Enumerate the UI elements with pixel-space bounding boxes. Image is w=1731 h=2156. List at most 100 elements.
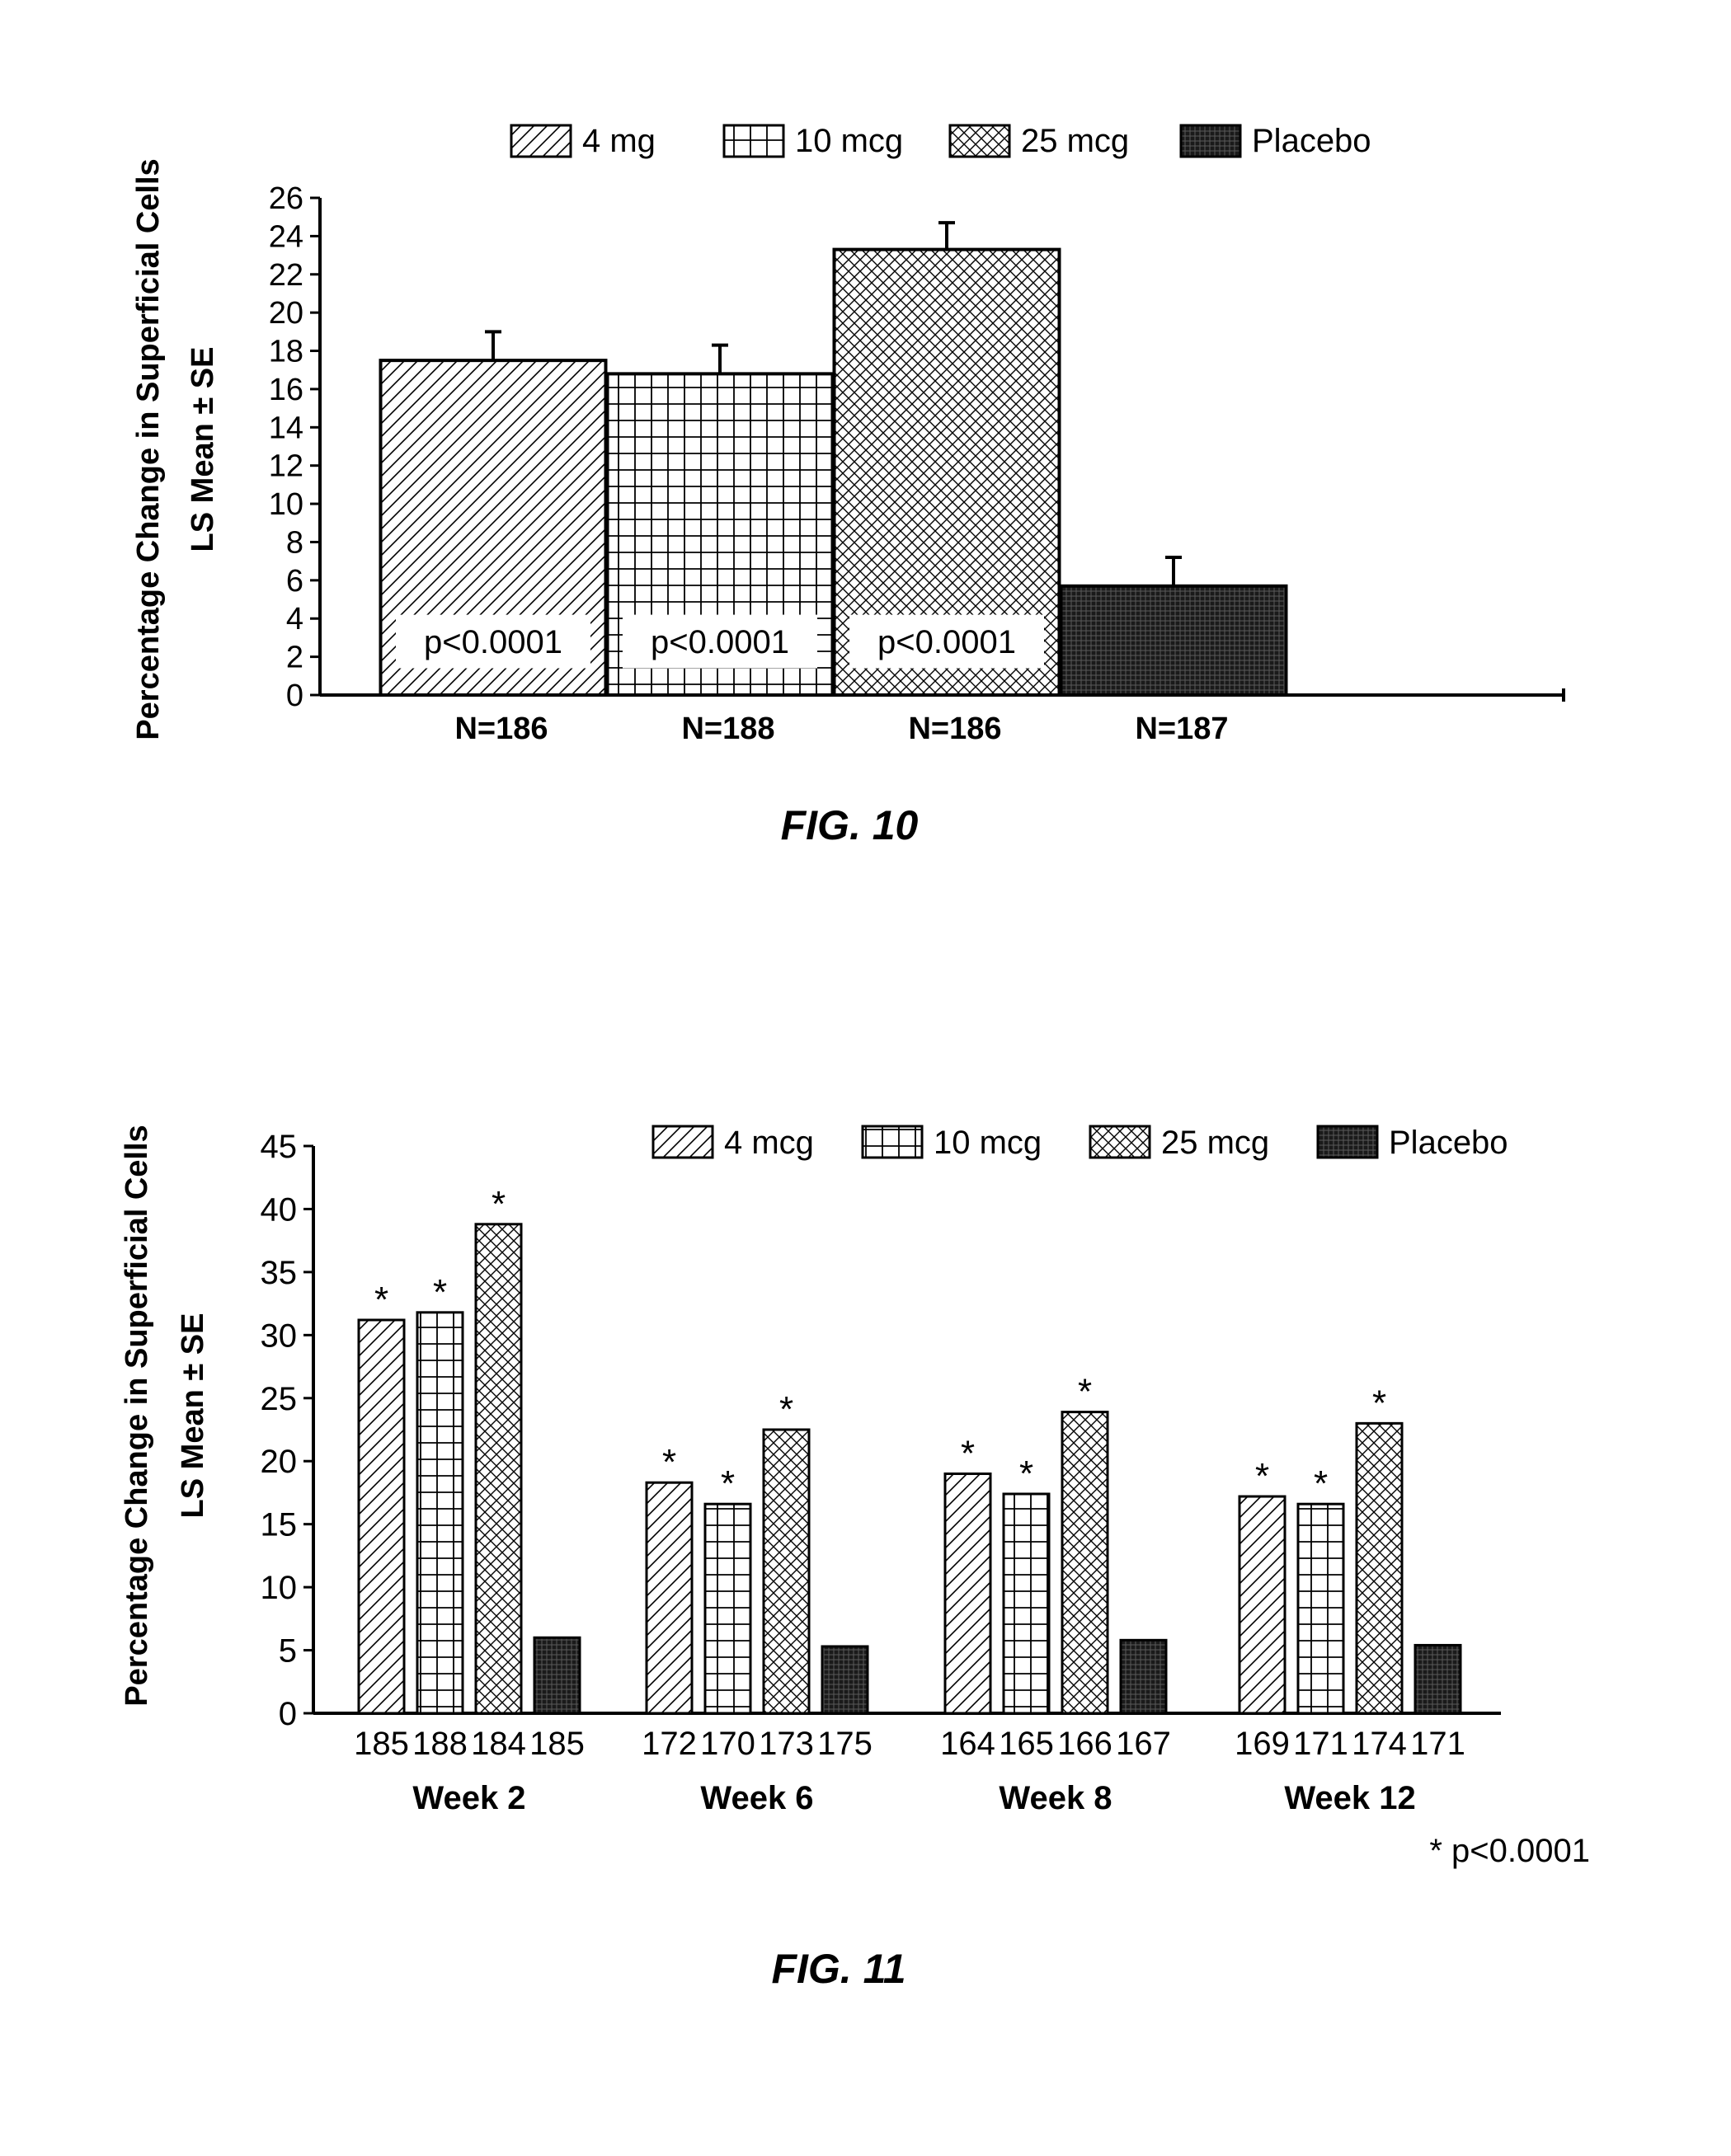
fig11-significance-marker: * [374, 1280, 388, 1320]
fig11-y-tick-label: 25 [261, 1381, 298, 1417]
fig10-ylabel-line2: LS Mean ± SE [186, 347, 220, 552]
fig11-bar-10-mcg-week-8 [1002, 1492, 1051, 1715]
fig11-n-label: 173 [759, 1726, 814, 1762]
fig11-n-label: 171 [1293, 1726, 1348, 1762]
fig11-bar-placebo-week-6 [821, 1645, 869, 1715]
fig10-x-labels: N=186 N=188 N=186 N=187 [454, 712, 1228, 746]
fig11-y-tick-label: 35 [261, 1255, 298, 1291]
fig11-bar-25-mcg-week-12 [1355, 1421, 1404, 1715]
fig11-x-label: Week 2 [412, 1780, 525, 1816]
fig10-y-tick-label: 6 [286, 564, 303, 599]
fig10-pvalue-label: p<0.0001 [877, 624, 1016, 660]
fig11-figure-label: FIG. 11 [771, 1946, 905, 1992]
fig11-legend-label: 25 mcg [1161, 1125, 1269, 1161]
fig11-y-tick-label: 0 [279, 1696, 297, 1732]
fig11-significance-marker: * [779, 1389, 793, 1430]
fig10-legend-label: Placebo [1252, 123, 1371, 159]
fig11-y-tick-label: 30 [261, 1318, 298, 1354]
fig10-pvalue-label: p<0.0001 [424, 624, 562, 660]
fig10-pvalue-box [849, 614, 1044, 669]
fig11-n-label: 188 [412, 1726, 468, 1762]
fig11-bar-25-mcg-week-8 [1061, 1411, 1109, 1715]
fig11-ylabel-line2: LS Mean ± SE [176, 1313, 210, 1519]
fig10-bars: p<0.0001 p<0.0001 p<0.0001 [379, 221, 1288, 698]
fig11-legend-label: Placebo [1389, 1125, 1508, 1161]
fig11-significance-marker: * [1255, 1456, 1269, 1496]
fig11-bar-4-mcg-week-8 [943, 1473, 992, 1715]
fig11-n-label: 169 [1235, 1726, 1290, 1762]
fig11-n-label: 184 [471, 1726, 526, 1762]
fig11-significance-marker: * [1314, 1463, 1328, 1504]
fig10-legend-swatch-10-mcg [722, 124, 785, 158]
fig11-n-label: 185 [529, 1726, 585, 1762]
fig10-figure-label: FIG. 10 [781, 802, 919, 848]
fig11-bar-4-mcg-week-2 [357, 1318, 406, 1715]
fig10-pvalue-box [623, 614, 817, 669]
fig11-y-tick-label: 15 [261, 1507, 298, 1543]
fig10-legend-swatch-placebo [1179, 124, 1242, 158]
fig11-n-label: 174 [1352, 1726, 1407, 1762]
fig11-legend: 4 mcg 10 mcg 25 mcg Placebo [651, 1125, 1508, 1161]
fig11-n-label: 175 [817, 1726, 873, 1762]
fig10-y-tick-label: 4 [286, 602, 303, 636]
fig10-y-tick-label: 16 [269, 373, 303, 407]
fig10-ylabel-line1: Percentage Change in Superficial Cells [131, 158, 166, 740]
fig11-y-tick-label: 10 [261, 1570, 298, 1606]
fig11-y-tick-label: 45 [261, 1129, 298, 1165]
fig11-bar-placebo-week-12 [1413, 1643, 1462, 1715]
fig11-n-label: 167 [1116, 1726, 1171, 1762]
fig11-bar-4-mcg-week-12 [1238, 1495, 1286, 1715]
fig10-y-tick-label: 14 [269, 411, 303, 445]
fig10-y-tick-label: 2 [286, 641, 303, 675]
fig11-n-label: 185 [354, 1726, 409, 1762]
fig10-legend-label: 4 mg [582, 123, 656, 159]
fig11-chart: Percentage Change in Superficial Cells L… [120, 1125, 1590, 1992]
fig11-y-tick-label: 5 [279, 1633, 297, 1670]
fig11-bar-placebo-week-2 [533, 1636, 581, 1715]
fig11-bar-4-mcg-week-6 [645, 1481, 694, 1715]
fig11-significance-marker: * [1019, 1454, 1033, 1494]
fig11-significance-marker: * [961, 1434, 975, 1474]
fig11-n-label: 172 [642, 1726, 697, 1762]
fig10-y-tick-label: 8 [286, 525, 303, 560]
fig11-legend-swatch-4-mcg [651, 1125, 714, 1159]
fig11-n-label: 171 [1410, 1726, 1465, 1762]
fig10-legend-swatch-25-mcg [948, 124, 1011, 158]
fig10-y-tick-label: 10 [269, 487, 303, 522]
fig11-x-label: Week 6 [700, 1780, 813, 1816]
fig10-legend-swatch-4-mg [510, 124, 572, 158]
fig10-y-tick-label: 22 [269, 258, 303, 293]
fig11-footnote: * p<0.0001 [1429, 1833, 1590, 1869]
fig10-pvalue-label: p<0.0001 [651, 624, 789, 660]
fig11-significance-marker: * [492, 1184, 506, 1224]
fig11-y-tick-label: 40 [261, 1191, 298, 1228]
fig10-y-tick-label: 24 [269, 219, 303, 254]
fig11-bar-25-mcg-week-2 [474, 1223, 523, 1715]
fig11-significance-marker: * [662, 1442, 676, 1482]
fig10-pvalue-box [396, 614, 590, 669]
fig11-legend-swatch-10-mcg [861, 1125, 924, 1159]
fig10-x-label: N=186 [454, 712, 548, 746]
fig11-n-label: 170 [700, 1726, 755, 1762]
fig11-legend-swatch-25-mcg [1089, 1125, 1151, 1159]
fig11-x-label: Week 12 [1284, 1780, 1415, 1816]
fig11-significance-marker: * [433, 1272, 447, 1313]
fig11-significance-marker: * [1372, 1383, 1386, 1423]
fig11-y-tick-label: 20 [261, 1444, 298, 1480]
fig11-legend-label: 4 mcg [724, 1125, 814, 1161]
fig10-x-label: N=188 [681, 712, 774, 746]
fig10-bar-placebo [1059, 584, 1288, 697]
fig11-n-label: 165 [999, 1726, 1054, 1762]
fig11-bar-10-mcg-week-12 [1296, 1502, 1345, 1715]
fig11-bar-10-mcg-week-6 [703, 1502, 752, 1715]
fig11-n-label: 166 [1057, 1726, 1112, 1762]
fig10-y-tick-label: 18 [269, 335, 303, 369]
fig10-x-label: N=186 [908, 712, 1001, 746]
fig10-x-label: N=187 [1135, 712, 1228, 746]
fig10-legend-label: 10 mcg [795, 123, 903, 159]
fig10-y-tick-label: 12 [269, 449, 303, 484]
fig10-legend-label: 25 mcg [1021, 123, 1129, 159]
fig10-y-tick-label: 0 [286, 679, 303, 713]
